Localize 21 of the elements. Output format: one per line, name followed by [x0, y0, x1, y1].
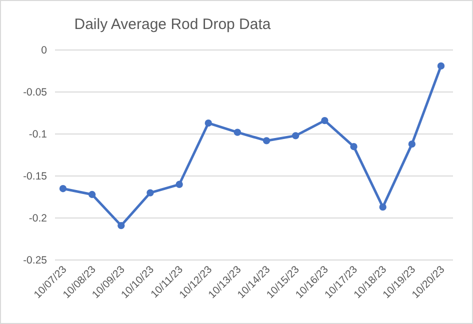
point — [350, 143, 358, 150]
point — [437, 62, 445, 70]
point — [234, 128, 242, 136]
y-tick-label: 0 — [41, 44, 48, 57]
point — [292, 132, 300, 140]
y-tick-label: -0.2 — [28, 212, 48, 225]
point — [59, 185, 67, 192]
point — [146, 189, 154, 196]
point — [379, 203, 386, 211]
chart-title: Daily Average Rod Drop Data — [74, 16, 272, 33]
y-tick-label: -0.15 — [23, 170, 48, 183]
point — [321, 116, 328, 124]
point — [118, 222, 125, 230]
point — [262, 137, 270, 144]
y-tick-label: -0.05 — [23, 86, 48, 99]
point — [176, 180, 183, 188]
y-tick-label: -0.25 — [23, 254, 48, 267]
point — [408, 140, 416, 148]
point — [88, 190, 96, 198]
point — [204, 119, 212, 127]
y-tick-label: -0.1 — [28, 128, 48, 141]
